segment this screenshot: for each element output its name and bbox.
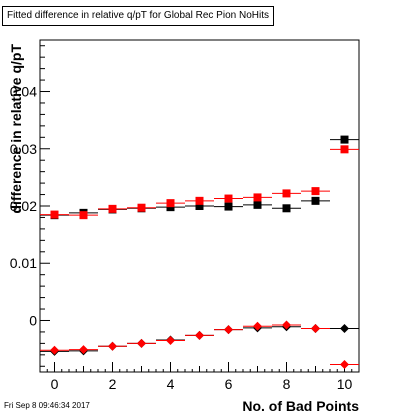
data-point-square	[166, 199, 175, 208]
series-2	[40, 145, 359, 220]
data-point-square	[224, 202, 233, 211]
y-tick-label: 0.04	[10, 84, 37, 100]
series-1	[40, 135, 359, 220]
y-axis: 0 0.01 0.02 0.03 0.04	[10, 45, 50, 367]
data-point-square	[282, 204, 291, 213]
y-tick-label: 0.03	[10, 141, 37, 157]
data-point-diamond	[137, 338, 146, 348]
data-point-square	[195, 196, 204, 205]
data-point-square	[311, 187, 320, 196]
series-4	[40, 320, 359, 370]
data-point-diamond	[50, 345, 59, 355]
x-tick-label: 2	[109, 376, 117, 392]
data-point-square	[166, 203, 175, 212]
y-tick-label: 0.02	[10, 198, 37, 214]
data-point-diamond	[253, 321, 262, 331]
chart-title: Fitted difference in relative q/pT for G…	[2, 6, 274, 26]
data-point-square	[137, 203, 146, 212]
timestamp: Fri Sep 8 09:46:34 2017	[4, 401, 90, 410]
x-tick-label: 8	[283, 376, 291, 392]
data-point-square	[50, 210, 59, 219]
data-point-square	[253, 193, 262, 202]
y-axis-label: difference in relative q/pT	[8, 44, 24, 214]
x-tick-label: 4	[167, 376, 175, 392]
y-tick-label: 0	[29, 312, 37, 328]
data-point-diamond	[282, 320, 291, 330]
data-point-square	[108, 204, 117, 213]
data-point-diamond	[108, 341, 117, 351]
data-points	[40, 135, 359, 370]
x-tick-label: 10	[337, 376, 353, 392]
data-point-square	[253, 200, 262, 209]
data-point-square	[195, 202, 204, 210]
x-tick-label: 6	[225, 376, 233, 392]
data-point-square	[311, 196, 320, 205]
data-point-square	[340, 145, 349, 154]
x-tick-label: 0	[51, 376, 59, 392]
data-point-square	[224, 194, 233, 203]
data-point-square	[340, 135, 349, 144]
data-point-diamond	[340, 323, 349, 333]
x-axis: 0 2 4 6 8 10	[39, 362, 360, 392]
data-point-diamond	[224, 325, 233, 335]
data-point-square	[79, 211, 88, 220]
data-point-square	[282, 189, 291, 198]
data-point-diamond	[195, 330, 204, 340]
data-point-diamond	[311, 323, 320, 333]
data-point-diamond	[166, 336, 175, 346]
data-point-diamond	[79, 345, 88, 355]
x-axis-label: No. of Bad Points	[242, 398, 359, 414]
y-tick-label: 0.01	[10, 255, 37, 271]
data-point-diamond	[340, 360, 349, 370]
